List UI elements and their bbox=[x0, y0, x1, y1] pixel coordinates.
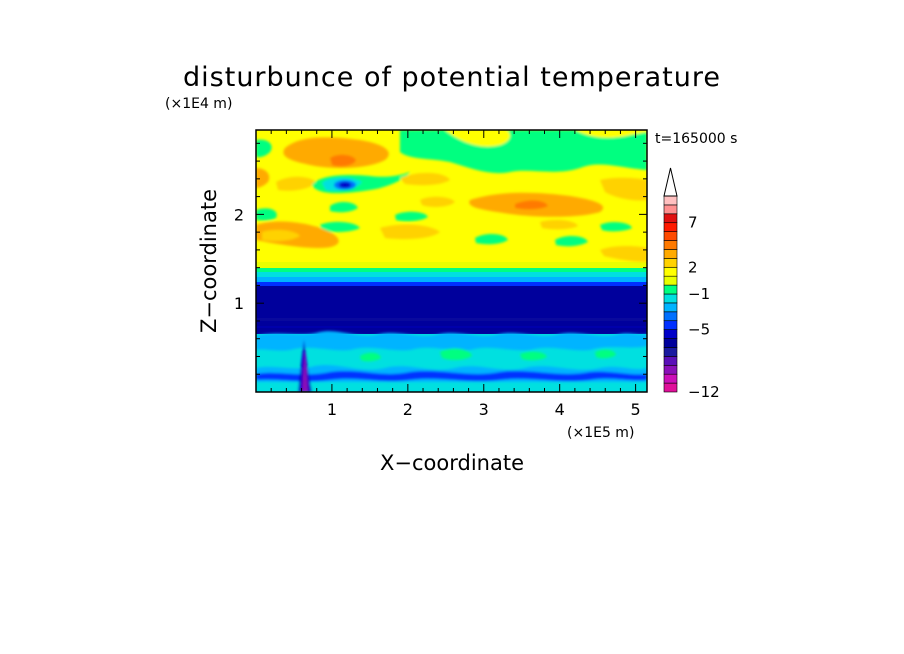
boundary-dark-stripe bbox=[256, 371, 647, 382]
colorbar-tick-label: −5 bbox=[688, 321, 710, 339]
orange-band-right-edge bbox=[600, 177, 647, 201]
colorbar-bin bbox=[663, 258, 678, 268]
band-transition-3 bbox=[256, 272, 647, 278]
time-label: t=165000 s bbox=[655, 131, 737, 147]
band-dark-blue bbox=[256, 286, 647, 336]
orange-band-lower-right bbox=[600, 246, 647, 262]
colorbar-bin bbox=[663, 338, 678, 348]
colorbar-bin bbox=[663, 266, 678, 277]
band-transition-5 bbox=[256, 282, 647, 288]
orange-band-mid bbox=[400, 172, 450, 186]
orange-blob-mid-left bbox=[276, 176, 316, 191]
colorbar-bin bbox=[663, 284, 678, 295]
colorbar-tick-label: −1 bbox=[688, 285, 710, 303]
colorbar-bin bbox=[663, 249, 678, 259]
chart-title: disturbunce of potential temperature bbox=[183, 62, 721, 93]
colorbar-bin bbox=[663, 240, 678, 250]
band-transition-2 bbox=[256, 268, 647, 274]
y-unit-label: (×1E4 m) bbox=[165, 96, 232, 112]
x-axis: 1 2 3 4 5 bbox=[270, 130, 641, 419]
colorbar-bin bbox=[663, 320, 678, 330]
band-transition-4 bbox=[256, 277, 647, 283]
x-tick-label: 5 bbox=[631, 400, 641, 419]
colorbar-bin bbox=[663, 347, 678, 357]
green-patch-mid-1 bbox=[330, 202, 358, 213]
green-patch-mid-2 bbox=[256, 208, 277, 221]
dark-band-texture bbox=[256, 318, 647, 328]
orange-blob-top bbox=[283, 137, 389, 168]
blue-eddy-dark bbox=[339, 182, 351, 188]
x-tick-label: 3 bbox=[479, 400, 489, 419]
yellow-notch-top-right bbox=[445, 130, 510, 147]
orange-band-lower-mid bbox=[380, 224, 440, 240]
colorbar-bin bbox=[663, 275, 678, 286]
colorbar: 7 2 −1 −5 −12 bbox=[663, 167, 720, 401]
green-patch-mid-3 bbox=[320, 221, 360, 233]
y-axis: 12 bbox=[234, 142, 647, 375]
orange-left-edge bbox=[256, 168, 270, 188]
colorbar-bin bbox=[663, 302, 678, 313]
orange-band-mid-right bbox=[540, 219, 578, 230]
colorbar-bin bbox=[663, 195, 678, 206]
colorbar-bin bbox=[663, 373, 678, 384]
x-unit-label: (×1E5 m) bbox=[567, 425, 634, 441]
colorbar-tick-label: 7 bbox=[688, 214, 698, 232]
colorbar-bin bbox=[663, 329, 678, 339]
green-patch-mid-6 bbox=[555, 236, 588, 247]
x-tick-label: 1 bbox=[327, 400, 337, 419]
contour-field bbox=[256, 130, 647, 392]
green-patch-mid-5 bbox=[475, 234, 508, 245]
colorbar-bin bbox=[663, 364, 678, 375]
colorbar-bin bbox=[663, 204, 678, 215]
colorbar-bin bbox=[663, 222, 678, 232]
colorbar-extend-arrow bbox=[663, 167, 678, 197]
boundary-blue-wave bbox=[256, 331, 647, 351]
orange-blob-top-core bbox=[330, 154, 356, 167]
colorbar-tick-label: 2 bbox=[688, 258, 698, 276]
colorbar-tick-label: −12 bbox=[688, 383, 720, 401]
colorbar-bin bbox=[663, 293, 678, 304]
band-transition-1 bbox=[256, 262, 647, 270]
disturbance-core bbox=[302, 348, 308, 392]
y-axis-title: Z−coordinate bbox=[197, 189, 221, 333]
y-tick-label: 2 bbox=[234, 205, 244, 224]
green-patch-top-right bbox=[400, 130, 647, 174]
x-axis-title: X−coordinate bbox=[380, 451, 524, 475]
colorbar-bin bbox=[663, 311, 678, 322]
colorbar-bin bbox=[663, 382, 678, 393]
colorbar-bin bbox=[663, 231, 678, 241]
plot-frame bbox=[255, 129, 648, 393]
orange-band-lower-left-core bbox=[262, 229, 300, 242]
x-tick-label: 4 bbox=[555, 400, 565, 419]
yellow-notch-top-right-2 bbox=[575, 130, 647, 138]
green-patch-mid-7 bbox=[600, 222, 632, 232]
orange-core-right bbox=[515, 200, 548, 210]
y-tick-label: 1 bbox=[234, 294, 244, 313]
x-tick-label: 2 bbox=[403, 400, 413, 419]
green-patch-mid-4 bbox=[395, 211, 428, 222]
colorbar-bin bbox=[663, 213, 678, 224]
green-patch-top-left bbox=[256, 139, 272, 158]
orange-small-mid bbox=[420, 196, 455, 207]
boundary-cyan-bottom bbox=[256, 382, 647, 392]
colorbar-bin bbox=[663, 356, 678, 366]
